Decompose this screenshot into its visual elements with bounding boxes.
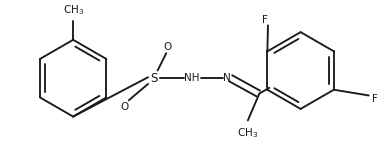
Text: NH: NH	[184, 73, 200, 83]
Text: S: S	[150, 72, 158, 85]
Text: F: F	[262, 15, 268, 25]
Text: CH$_3$: CH$_3$	[237, 126, 258, 140]
Text: F: F	[372, 94, 377, 104]
Text: O: O	[121, 102, 129, 112]
Text: O: O	[163, 42, 171, 52]
Text: N: N	[223, 73, 230, 83]
Text: CH$_3$: CH$_3$	[63, 3, 84, 17]
